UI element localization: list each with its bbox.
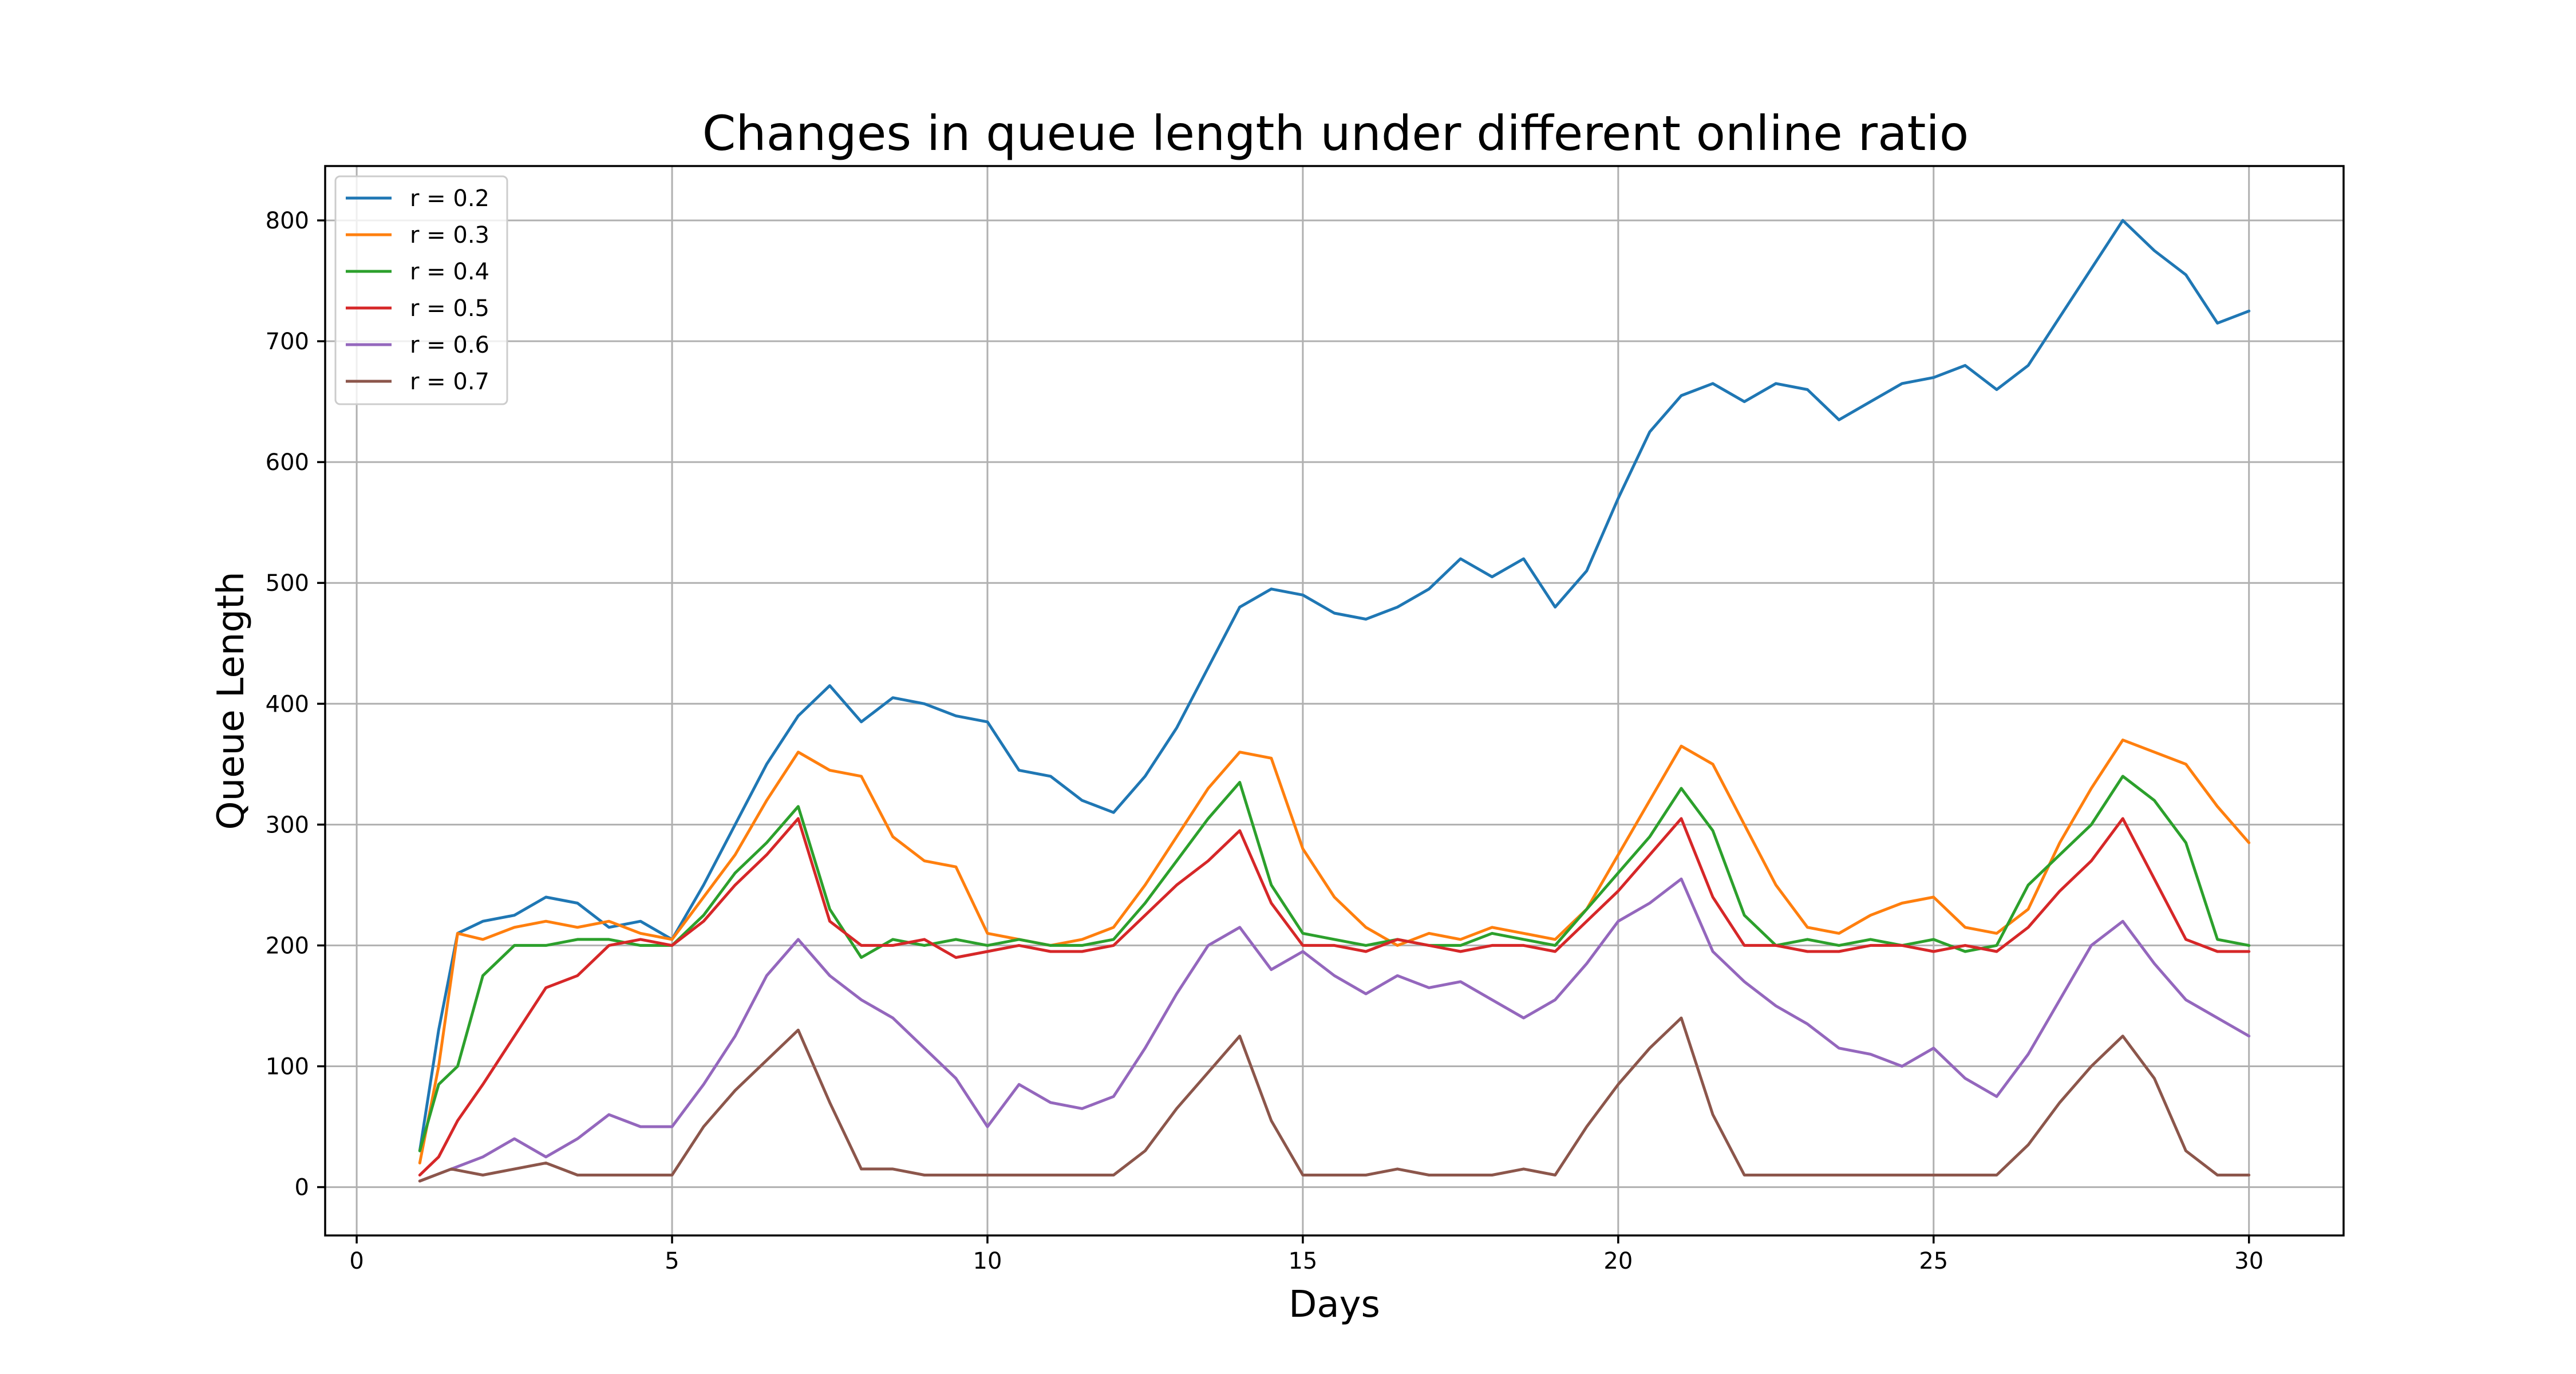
y-tick-label: 300 bbox=[266, 812, 309, 838]
y-tick-label: 400 bbox=[266, 691, 309, 717]
y-tick-label: 600 bbox=[266, 449, 309, 476]
series-line-4 bbox=[418, 817, 2251, 1176]
legend-label: r = 0.7 bbox=[410, 369, 489, 395]
x-axis-ticks: 0 5 10 15 20 25 30 bbox=[349, 1235, 2263, 1274]
x-tick-label: 25 bbox=[1919, 1248, 1948, 1274]
y-tick-label: 800 bbox=[266, 208, 309, 234]
chart-title: Changes in queue length under different … bbox=[702, 105, 1969, 161]
x-tick-label: 5 bbox=[665, 1248, 679, 1274]
x-tick-label: 15 bbox=[1288, 1248, 1317, 1274]
series-line-6 bbox=[418, 1016, 2251, 1183]
x-tick-label: 10 bbox=[973, 1248, 1002, 1274]
data-series bbox=[418, 219, 2251, 1183]
x-tick-label: 20 bbox=[1603, 1248, 1633, 1274]
y-axis-ticks: 0 100 200 300 400 500 600 700 800 bbox=[266, 208, 325, 1201]
y-axis-label: Queue Length bbox=[210, 571, 252, 830]
legend-label: r = 0.6 bbox=[410, 332, 489, 358]
series-line-5 bbox=[418, 877, 2251, 1183]
plot-area-frame bbox=[324, 165, 2345, 1237]
y-tick-label: 100 bbox=[266, 1053, 309, 1080]
legend-label: r = 0.5 bbox=[410, 295, 489, 322]
x-tick-label: 0 bbox=[349, 1248, 364, 1274]
legend-label: r = 0.2 bbox=[410, 185, 489, 212]
series-line-1 bbox=[418, 219, 2251, 1152]
y-tick-label: 500 bbox=[266, 570, 309, 597]
legend-label: r = 0.3 bbox=[410, 222, 489, 248]
series-line-2 bbox=[418, 739, 2251, 1164]
series-line-3 bbox=[418, 775, 2251, 1152]
y-tick-label: 700 bbox=[266, 329, 309, 355]
y-tick-label: 200 bbox=[266, 933, 309, 959]
x-axis-label: Days bbox=[1289, 1284, 1380, 1326]
y-tick-label: 0 bbox=[295, 1175, 309, 1201]
legend: r = 0.2 r = 0.3 r = 0.4 r = 0.5 r = 0.6 r = 0… bbox=[334, 175, 508, 405]
x-tick-label: 30 bbox=[2234, 1248, 2263, 1274]
legend-label: r = 0.4 bbox=[410, 259, 489, 285]
